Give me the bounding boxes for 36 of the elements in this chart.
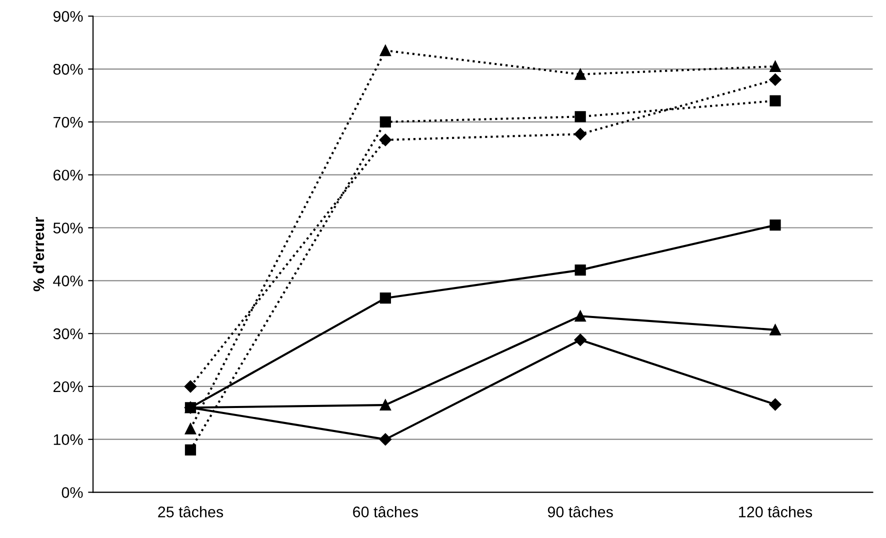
- x-tick-label: 60 tâches: [353, 506, 418, 518]
- point: [184, 423, 196, 434]
- point: [574, 68, 586, 80]
- x-tick-label: 90 tâches: [548, 506, 613, 518]
- point: [379, 134, 392, 146]
- y-axis-title: % d'erreur: [32, 216, 44, 292]
- point: [184, 380, 197, 393]
- point: [770, 60, 781, 72]
- point: [770, 220, 781, 231]
- y-tick-label: 20%: [54, 381, 83, 392]
- point: [574, 111, 586, 122]
- point: [379, 433, 392, 446]
- point: [574, 334, 586, 346]
- point: [769, 398, 782, 411]
- point: [574, 128, 586, 140]
- point: [380, 116, 391, 128]
- point: [380, 44, 391, 56]
- y-tick-label: 60%: [54, 170, 83, 181]
- y-tick-label: 10%: [54, 434, 83, 446]
- x-tick-label: 120 tâches: [739, 506, 812, 518]
- y-tick-label: 50%: [53, 222, 83, 234]
- point: [574, 264, 586, 276]
- y-tick-label: 80%: [53, 64, 83, 75]
- y-tick-label: 90%: [53, 11, 83, 22]
- point: [769, 74, 782, 86]
- y-tick-label: 70%: [54, 116, 83, 128]
- y-tick-label: 40%: [53, 276, 83, 286]
- point: [770, 95, 781, 106]
- x-tick-label: 25 tâches: [158, 506, 224, 518]
- point: [574, 310, 586, 322]
- point: [770, 324, 781, 336]
- point: [380, 399, 391, 411]
- y-tick-label: 30%: [53, 328, 83, 340]
- point: [184, 444, 196, 456]
- y-tick-label: 0%: [62, 487, 83, 498]
- point: [380, 292, 391, 304]
